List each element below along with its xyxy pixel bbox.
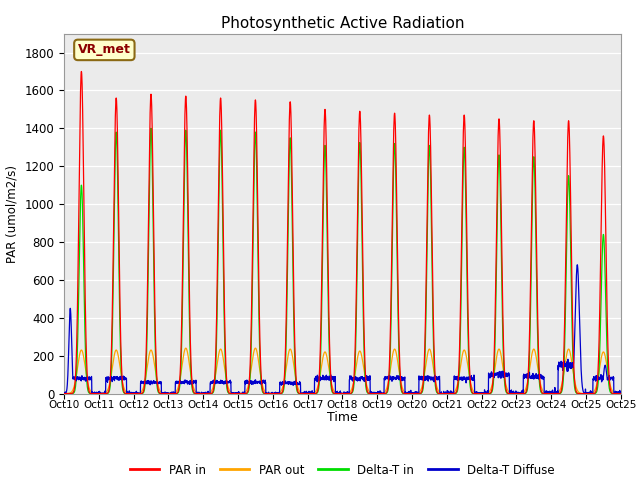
X-axis label: Time: Time <box>327 411 358 424</box>
Text: VR_met: VR_met <box>78 43 131 56</box>
Legend: PAR in, PAR out, Delta-T in, Delta-T Diffuse: PAR in, PAR out, Delta-T in, Delta-T Dif… <box>125 459 560 480</box>
Title: Photosynthetic Active Radiation: Photosynthetic Active Radiation <box>221 16 464 31</box>
Y-axis label: PAR (umol/m2/s): PAR (umol/m2/s) <box>6 165 19 263</box>
